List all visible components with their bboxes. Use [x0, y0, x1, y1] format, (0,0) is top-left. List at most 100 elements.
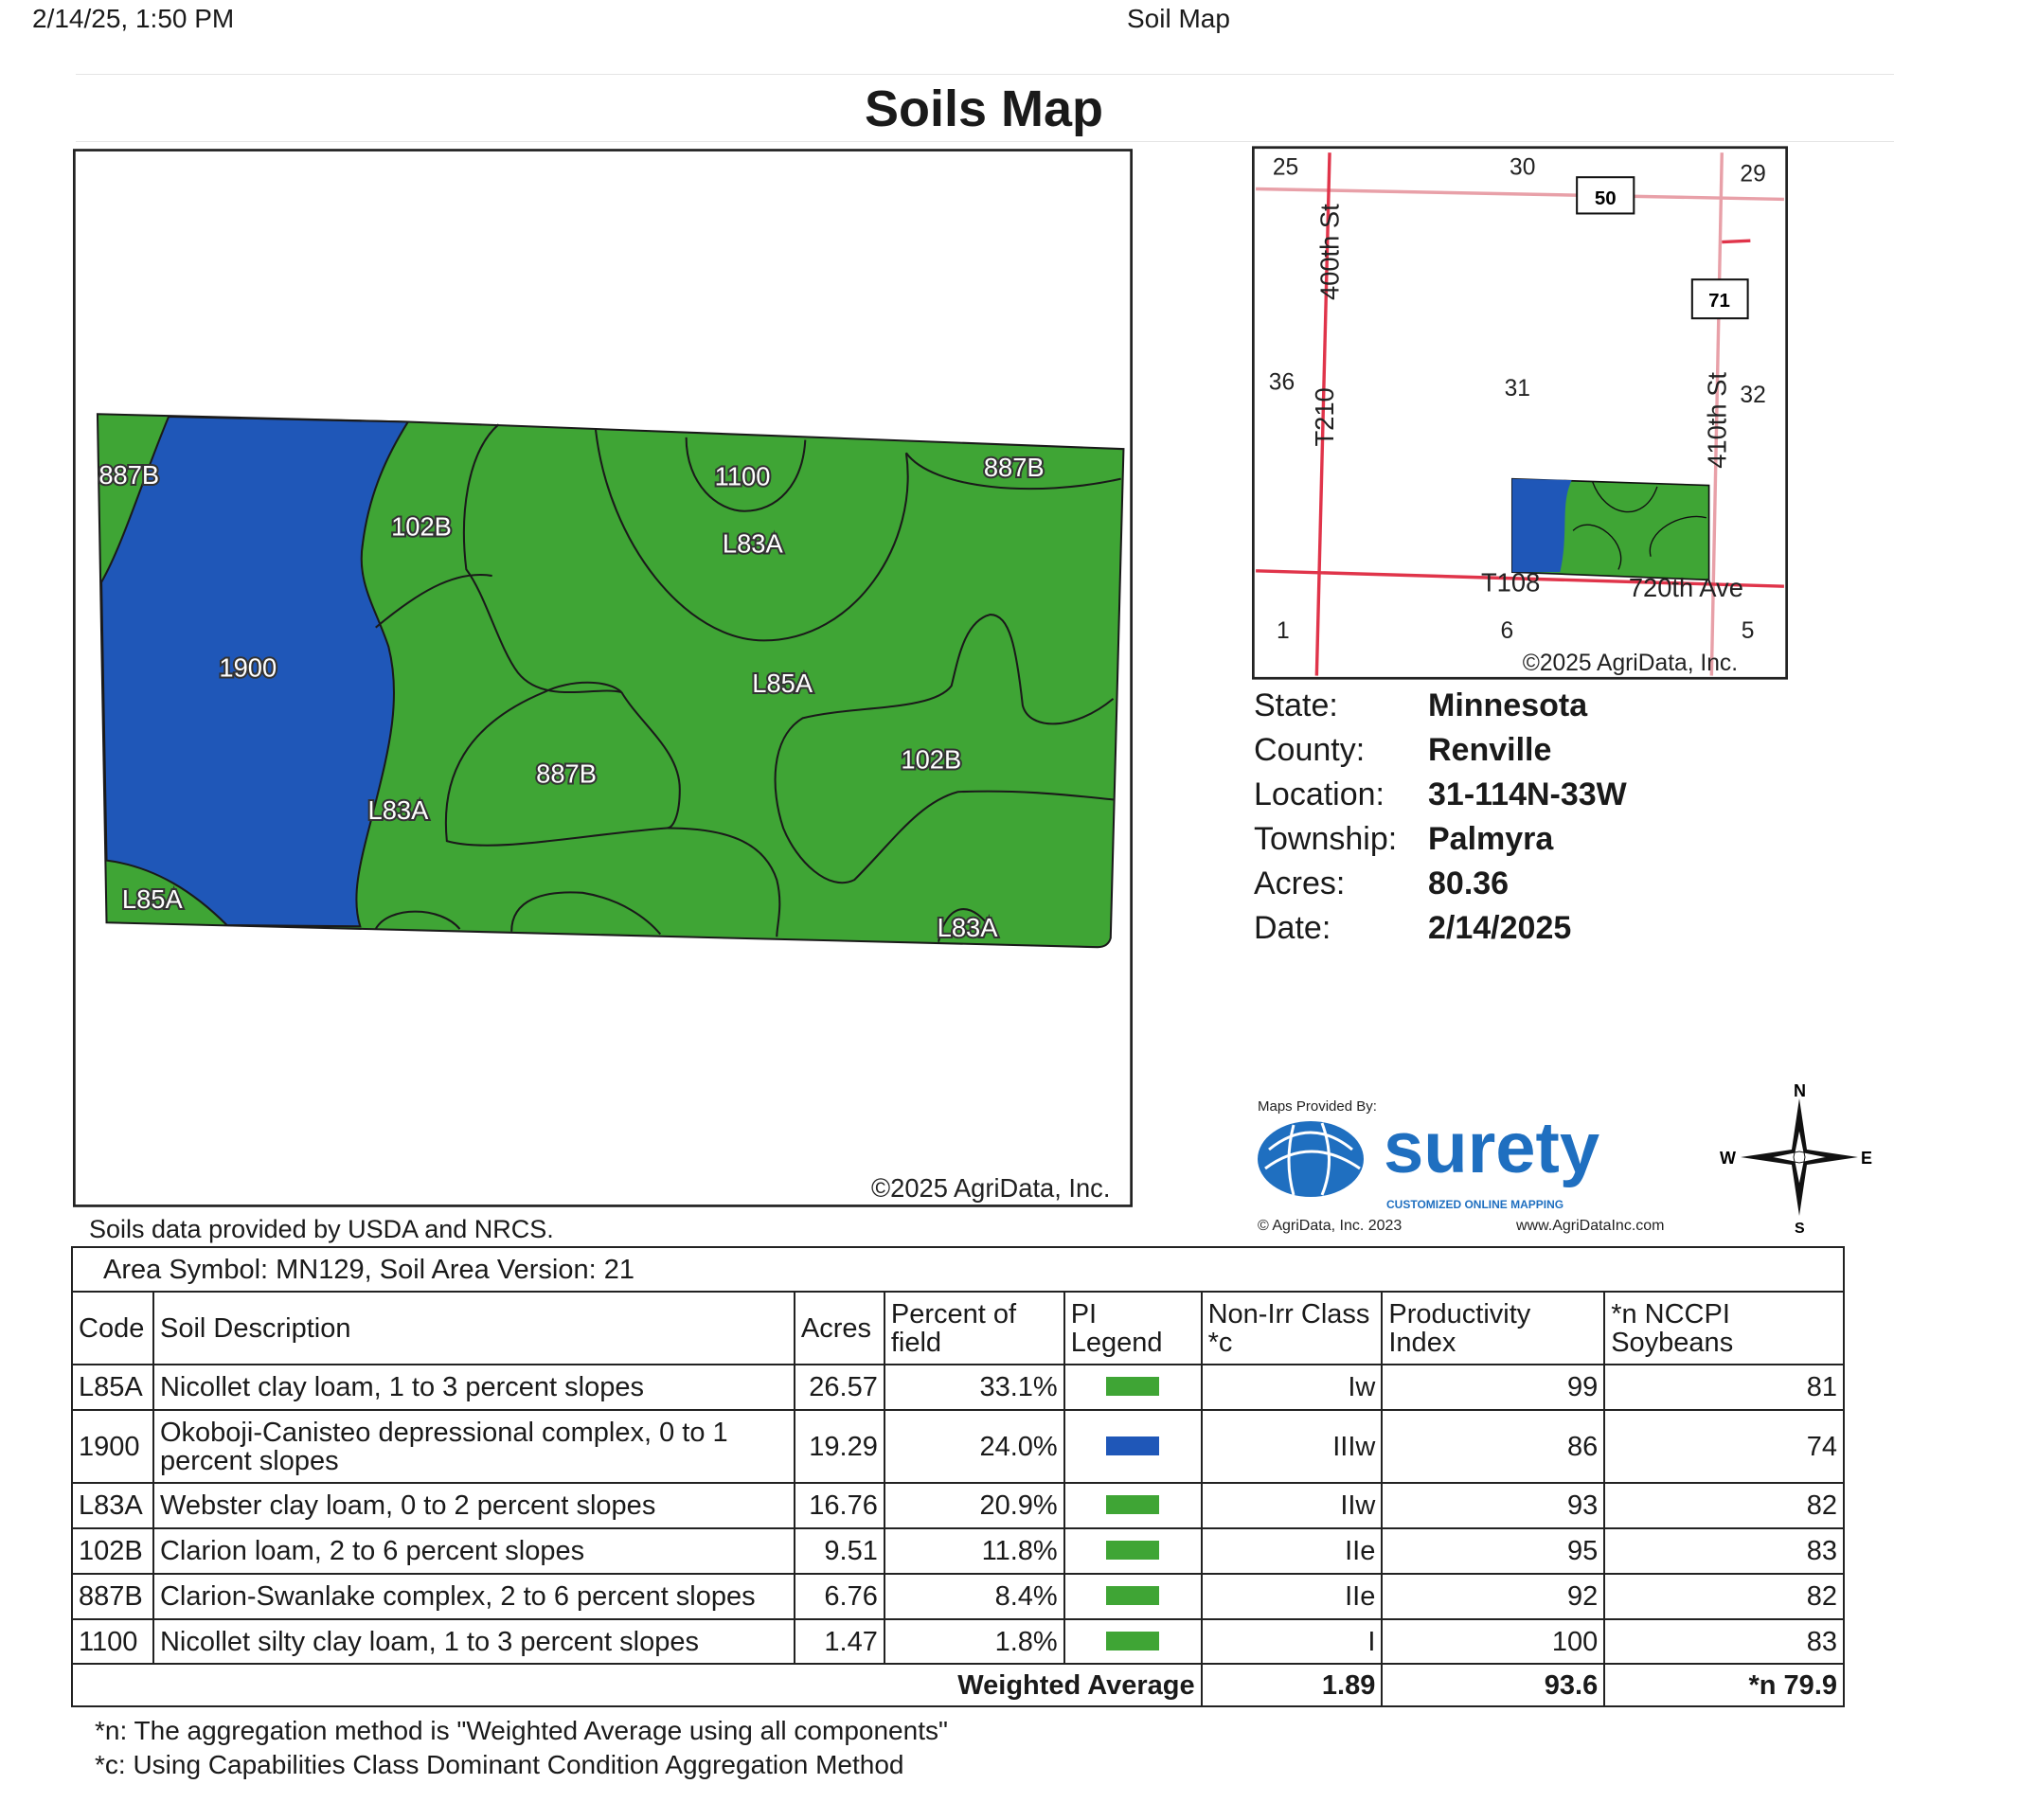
cell-acres: 16.76: [793, 1482, 885, 1529]
pi-legend-swatch: [1106, 1495, 1160, 1514]
soil-label: L83A: [723, 528, 784, 558]
print-page-title: Soil Map: [1127, 4, 1230, 33]
road-label: 400th St: [1315, 204, 1345, 300]
svg-text:E: E: [1861, 1149, 1872, 1168]
soil-label: 102B: [901, 745, 961, 775]
cell-pi: 99: [1381, 1364, 1606, 1411]
logo-tagline: CUSTOMIZED ONLINE MAPPING: [1386, 1198, 1563, 1211]
weighted-class: 1.89: [1200, 1663, 1384, 1707]
page-title: Soils Map: [864, 80, 1104, 137]
cell-desc: Okoboji-Canisteo depressional complex, 0…: [152, 1409, 795, 1484]
svg-text:W: W: [1720, 1149, 1736, 1168]
cell-pct: 20.9%: [883, 1482, 1065, 1529]
cell-pct: 1.8%: [883, 1618, 1065, 1665]
soil-label: L83A: [368, 795, 430, 825]
soil-label: 102B: [391, 512, 452, 542]
soil-label: 887B: [536, 759, 597, 789]
logo-provided-by: Maps Provided By:: [1258, 1098, 1377, 1115]
weighted-pi: 93.6: [1381, 1663, 1606, 1707]
cell-desc: Nicollet silty clay loam, 1 to 3 percent…: [152, 1618, 795, 1665]
cell-cls: IIIw: [1200, 1409, 1384, 1484]
cell-nccpi: 81: [1603, 1364, 1845, 1411]
section-number: 29: [1740, 161, 1765, 187]
header-description: Soil Description: [152, 1291, 795, 1365]
cell-pct: 11.8%: [883, 1527, 1065, 1575]
area-symbol: Area Symbol: MN129, Soil Area Version: 2…: [71, 1246, 1845, 1293]
cell-code: 1900: [71, 1409, 154, 1484]
section-number: 25: [1273, 154, 1298, 180]
soil-label: L83A: [938, 913, 999, 942]
cell-cls: IIe: [1200, 1573, 1384, 1620]
cell-code: L85A: [71, 1364, 154, 1411]
cell-legend: [1063, 1527, 1203, 1575]
cell-acres: 9.51: [793, 1527, 885, 1575]
header-code: Code: [71, 1291, 154, 1365]
road-label: 720th Ave: [1629, 573, 1743, 602]
section-numbers: 25 30 29 36 31 32 1 6 5: [1269, 154, 1766, 643]
footnote-c: *c: Using Capabilities Class Dominant Co…: [95, 1750, 904, 1779]
cell-desc: Clarion-Swanlake complex, 2 to 6 percent…: [152, 1573, 795, 1620]
cell-desc: Webster clay loam, 0 to 2 percent slopes: [152, 1482, 795, 1529]
pi-legend-swatch: [1106, 1436, 1160, 1455]
soils-map: 887B 102B 1100 L83A 887B 1900 L85A 887B …: [73, 149, 1133, 1207]
soil-label: 887B: [98, 460, 159, 490]
cell-legend: [1063, 1618, 1203, 1665]
cell-acres: 1.47: [793, 1618, 885, 1665]
compass-rose-icon: N S W E: [1720, 1081, 1872, 1235]
locator-map: 25 30 29 36 31 32 1 6 5 400th St T210 41…: [1252, 146, 1788, 680]
soil-1900-blue: [100, 415, 410, 928]
header-class: Non-Irr Class *c: [1200, 1291, 1384, 1365]
highway-shield-71: 71: [1690, 278, 1749, 320]
soil-label: 887B: [984, 453, 1045, 482]
svg-text:N: N: [1794, 1081, 1806, 1100]
section-number: 32: [1740, 383, 1765, 408]
header-acres: Acres: [793, 1291, 885, 1365]
cell-pi: 95: [1381, 1527, 1606, 1575]
logo-url: www.AgriDataInc.com: [1515, 1218, 1665, 1234]
section-number: 36: [1269, 369, 1295, 395]
cell-pi: 86: [1381, 1409, 1606, 1484]
footnote-n: *n: The aggregation method is "Weighted …: [95, 1716, 948, 1745]
cell-pi: 100: [1381, 1618, 1606, 1665]
print-datetime: 2/14/25, 1:50 PM: [32, 4, 235, 33]
cell-pct: 24.0%: [883, 1409, 1065, 1484]
data-source-note: Soils data provided by USDA and NRCS.: [89, 1215, 554, 1243]
cell-cls: Iw: [1200, 1364, 1384, 1411]
table-row: 1900 Okoboji-Canisteo depressional comple…: [71, 1409, 1845, 1484]
cell-nccpi: 83: [1603, 1618, 1845, 1665]
cell-acres: 19.29: [793, 1409, 885, 1484]
header-percent: Percent of field: [883, 1291, 1065, 1365]
cell-code: 887B: [71, 1573, 154, 1620]
cell-nccpi: 82: [1603, 1482, 1845, 1529]
soil-label: 1100: [715, 461, 771, 491]
table-row: 887B Clarion-Swanlake complex, 2 to 6 per…: [71, 1573, 1845, 1620]
road-labels: 400th St T210 410th St T108 720th Ave: [1310, 204, 1743, 602]
cell-desc: Nicollet clay loam, 1 to 3 percent slope…: [152, 1364, 795, 1411]
surety-logo: Maps Provided By: surety CUSTOMIZED ONLI…: [1258, 1098, 1665, 1234]
cell-nccpi: 82: [1603, 1573, 1845, 1620]
svg-text:50: 50: [1595, 187, 1617, 209]
cell-pi: 92: [1381, 1573, 1606, 1620]
cell-code: 1100: [71, 1618, 154, 1665]
soil-label: L85A: [752, 669, 813, 698]
title-bar: [76, 74, 1894, 142]
soil-table: Area Symbol: MN129, Soil Area Version: 2…: [71, 1246, 1845, 1707]
globe-icon: [1258, 1121, 1364, 1197]
table-row: 1100 Nicollet silty clay loam, 1 to 3 per…: [71, 1618, 1845, 1665]
header-legend: PI Legend: [1063, 1291, 1203, 1365]
soil-labels: 887B 102B 1100 L83A 887B 1900 L85A 887B …: [97, 451, 1045, 945]
table-row: L83A Webster clay loam, 0 to 2 percent sl…: [71, 1482, 1845, 1529]
svg-text:71: 71: [1708, 290, 1730, 312]
cell-acres: 26.57: [793, 1364, 885, 1411]
cell-nccpi: 74: [1603, 1409, 1845, 1484]
pi-legend-swatch: [1106, 1377, 1160, 1396]
section-number: 1: [1277, 618, 1290, 644]
cell-pct: 8.4%: [883, 1573, 1065, 1620]
table-header: Code Soil Description Acres Percent of f…: [71, 1291, 1845, 1365]
road-label: T210: [1310, 387, 1339, 446]
soil-boundaries: [374, 423, 1121, 942]
weighted-average-row: Weighted Average 1.89 93.6 *n 79.9: [71, 1663, 1845, 1707]
cell-pct: 33.1%: [883, 1364, 1065, 1411]
cell-legend: [1063, 1573, 1203, 1620]
cell-cls: IIw: [1200, 1482, 1384, 1529]
